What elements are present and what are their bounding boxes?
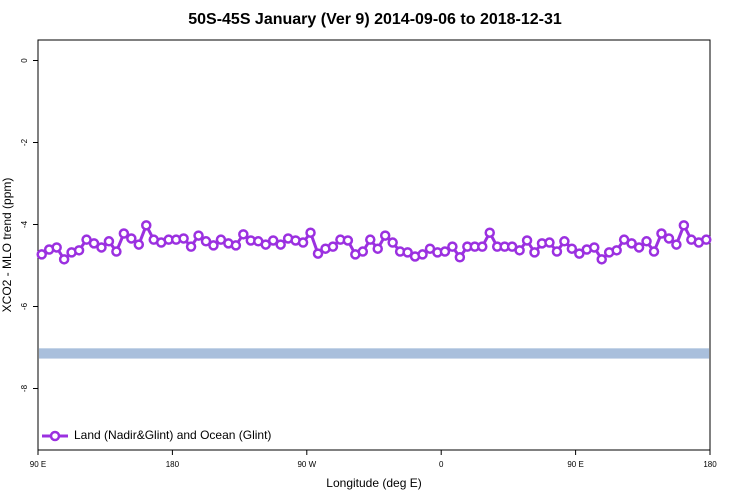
point [118, 228, 130, 239]
point [514, 245, 525, 256]
point [678, 220, 690, 231]
x-axis-label: Longitude (deg E) [326, 476, 421, 490]
point [656, 228, 667, 239]
point [447, 241, 458, 252]
point [88, 238, 100, 249]
point [387, 237, 398, 248]
point [566, 243, 578, 254]
point [641, 236, 652, 247]
point [230, 240, 242, 251]
point [596, 254, 607, 265]
point [648, 246, 660, 257]
point [439, 246, 451, 257]
point [701, 234, 712, 245]
point [238, 229, 249, 240]
point [267, 235, 279, 246]
y-tick-label: 0 [20, 58, 29, 63]
point [111, 246, 122, 257]
y-tick-label: -6 [20, 302, 29, 310]
point [200, 236, 212, 247]
x-tick-label: 90 W [297, 460, 316, 469]
point [141, 220, 152, 231]
point [178, 233, 189, 244]
point [589, 242, 600, 253]
point [574, 248, 585, 259]
point [51, 242, 62, 253]
point [544, 237, 555, 248]
point [379, 230, 391, 241]
point [103, 236, 115, 247]
point [484, 227, 495, 238]
legend-label: Land (Nadir&Glint) and Ocean (Glint) [74, 428, 271, 442]
point [365, 234, 376, 245]
y-axis-label: XCO2 - MLO trend (ppm) [0, 178, 14, 313]
point [193, 230, 204, 241]
point [626, 238, 637, 249]
band [39, 348, 709, 359]
point [133, 239, 145, 250]
point [185, 241, 197, 252]
point [208, 240, 219, 251]
point [663, 233, 675, 244]
point [633, 242, 645, 253]
chart-title: 50S-45S January (Ver 9) 2014-09-06 to 20… [188, 11, 562, 28]
x-tick-label: 180 [166, 460, 180, 469]
point [671, 239, 682, 250]
point [454, 252, 466, 263]
point [372, 243, 383, 254]
x-tick-label: 0 [439, 460, 444, 469]
x-tick-label: 90 E [30, 460, 46, 469]
point [96, 242, 107, 253]
point [551, 246, 563, 257]
y-tick-label: -4 [20, 220, 29, 228]
x-tick-label: 90 E [567, 460, 583, 469]
point [36, 249, 47, 260]
point [477, 241, 488, 252]
point [611, 245, 622, 256]
point [312, 248, 324, 259]
point [357, 246, 369, 257]
point [342, 235, 354, 246]
point [529, 247, 540, 258]
legend-marker [49, 430, 61, 442]
point [58, 254, 70, 265]
plot-frame [37, 39, 711, 451]
point [260, 239, 271, 250]
point [297, 237, 309, 248]
point [73, 245, 85, 256]
point [402, 247, 413, 258]
point [417, 249, 428, 260]
y-tick-label: -2 [20, 138, 29, 146]
point [275, 239, 286, 250]
x-tick-label: 180 [703, 460, 717, 469]
y-tick-label: -8 [20, 384, 29, 392]
point [521, 235, 533, 246]
point [327, 241, 339, 252]
point [305, 227, 316, 238]
point [126, 233, 137, 244]
point [559, 236, 570, 247]
